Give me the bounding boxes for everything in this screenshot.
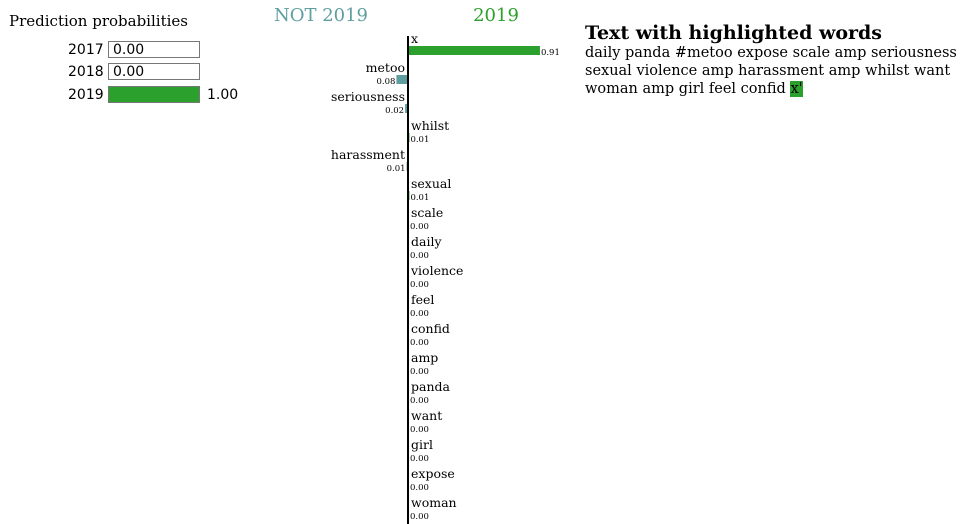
feature-name: sexual	[411, 176, 451, 191]
text-word: want	[913, 63, 951, 79]
feature-weight-label: 0.00	[410, 222, 429, 232]
feature-weight-chart: NOT 2019 2019 x 0.91 metoo 0.08 seriousness 0…	[274, 5, 560, 524]
feature-weight-label: 0.02	[385, 106, 404, 116]
feature-bar	[396, 75, 408, 84]
highlighted-word: x'	[790, 81, 803, 97]
prob-class-label: 2017	[68, 42, 104, 58]
prob-class-label: 2019	[68, 87, 104, 103]
text-word: whilst	[865, 63, 910, 79]
feature-name: panda	[411, 379, 451, 394]
feature-name: expose	[411, 466, 455, 481]
prob-value: 1.00	[207, 87, 239, 103]
prob-class-label: 2018	[68, 64, 104, 80]
text-word: girl	[678, 81, 705, 97]
probabilities-title: Prediction probabilities	[9, 12, 188, 30]
prediction-probabilities-panel: Prediction probabilities 2017 0.00 2018 …	[0, 0, 260, 120]
feature-weight-label: 0.00	[410, 454, 429, 464]
class-header: 2019	[473, 5, 519, 26]
feature-name: scale	[411, 205, 443, 220]
feature-bars: x 0.91 metoo 0.08 seriousness 0.02 whilst 0.01 h…	[331, 31, 560, 524]
feature-weight-label: 0.91	[541, 48, 560, 58]
prob-row-2018: 2018 0.00	[0, 63, 260, 82]
text-word: violence	[636, 63, 698, 79]
feature-bar	[408, 46, 540, 55]
feature-name: harassment	[331, 147, 405, 162]
text-word: amp	[834, 45, 867, 61]
feature-weight-label: 0.00	[410, 338, 429, 348]
feature-weight-label: 0.00	[410, 483, 429, 493]
feature-bar	[405, 104, 408, 113]
feature-name: want	[411, 408, 442, 423]
text-word: harassment	[738, 63, 825, 79]
text-word: woman	[585, 81, 638, 97]
feature-name: whilst	[411, 118, 449, 133]
feature-name: x	[411, 31, 418, 46]
feature-name: woman	[411, 495, 457, 510]
prob-row-2019: 2019 1.00	[0, 86, 260, 105]
feature-name: confid	[411, 321, 450, 336]
text-word: panda	[625, 45, 671, 61]
not-class-header: NOT 2019	[274, 5, 368, 26]
feature-weight-label: 0.01	[410, 193, 429, 203]
prob-row-2017: 2017 0.00	[0, 41, 260, 60]
feature-weight-label: 0.00	[410, 367, 429, 377]
feature-weight-label: 0.00	[410, 251, 429, 261]
text-word: confid	[740, 81, 786, 97]
text-word: amp	[701, 63, 734, 79]
feature-weight-label: 0.00	[410, 309, 429, 319]
feature-name: amp	[411, 350, 438, 365]
feature-name: daily	[411, 234, 442, 249]
text-word: amp	[642, 81, 675, 97]
text-word: feel	[708, 81, 737, 97]
prob-bar	[108, 86, 200, 103]
prob-bar-fill	[109, 87, 199, 102]
prob-bar: 0.00	[108, 63, 200, 80]
text-word: daily	[585, 45, 621, 61]
feature-weight-label: 0.00	[410, 425, 429, 435]
feature-weight-label: 0.00	[410, 396, 429, 406]
text-word: amp	[828, 63, 861, 79]
prob-value: 0.00	[113, 42, 145, 58]
feature-name: seriousness	[331, 89, 405, 104]
feature-name: feel	[411, 292, 434, 307]
feature-weight-label: 0.01	[387, 164, 406, 174]
feature-name: metoo	[366, 60, 405, 75]
text-word: sexual	[585, 63, 632, 79]
feature-weight-label: 0.01	[410, 135, 429, 145]
text-word: scale	[792, 45, 831, 61]
feature-name: violence	[410, 263, 463, 278]
feature-name: girl	[411, 437, 433, 452]
highlighted-text-body: daily panda #metoo expose scale amp seri…	[585, 44, 970, 98]
highlighted-text-panel: Text with highlighted words daily panda …	[585, 22, 970, 98]
prob-bar: 0.00	[108, 41, 200, 58]
prob-value: 0.00	[113, 64, 145, 80]
feature-weight-label: 0.00	[410, 280, 429, 290]
highlighted-text-title: Text with highlighted words	[585, 22, 882, 44]
text-word: expose	[737, 45, 789, 61]
text-word: #metoo	[674, 45, 733, 61]
feature-weight-label: 0.08	[376, 77, 395, 87]
text-word: seriousness	[870, 45, 957, 61]
feature-weight-label: 0.00	[410, 512, 429, 522]
